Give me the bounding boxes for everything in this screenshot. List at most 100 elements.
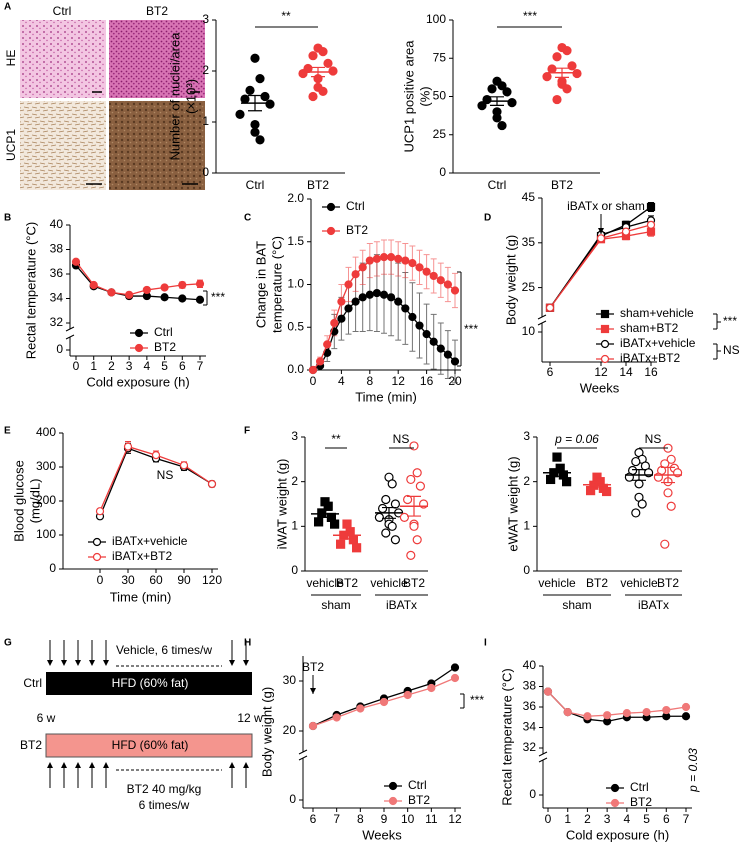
data-point (89, 280, 98, 290)
legend-label: iBATx+vehicle (112, 534, 188, 548)
data-point (107, 288, 116, 297)
data-point (497, 81, 507, 91)
x-tick-label: 0 (310, 374, 317, 388)
data-point (409, 441, 419, 451)
data-point (637, 499, 647, 509)
y-axis-title: UCP1 positive area (401, 40, 416, 153)
data-point (394, 297, 403, 306)
data-point (415, 321, 424, 330)
y-axis-title: (%) (417, 86, 432, 106)
y-tick-label: 0 (202, 165, 209, 179)
data-point (250, 127, 260, 137)
data-point (415, 481, 425, 491)
data-point (422, 329, 431, 339)
data-point (330, 318, 339, 328)
y-tick-label: 40 (50, 217, 64, 231)
data-point (450, 357, 460, 366)
x-axis-title: Cold exposure (h) (566, 827, 669, 842)
data-point (387, 479, 397, 489)
x-tick-label: 60 (149, 573, 163, 587)
data-point (552, 94, 562, 105)
annotation: ** (281, 9, 291, 23)
x-tick-label: vehicle (306, 576, 344, 590)
annotation: NS (157, 468, 174, 482)
data-point (365, 256, 374, 265)
bar-label: HFD (60% fat) (112, 738, 189, 752)
data-point (336, 539, 346, 549)
data-point (646, 227, 656, 236)
legend-marker (610, 798, 620, 808)
legend-marker (600, 339, 610, 349)
data-point (562, 45, 572, 56)
legend-marker (92, 537, 102, 547)
data-point (123, 442, 133, 451)
legend-marker (326, 226, 336, 236)
panel-letter: D (484, 213, 491, 224)
data-point (666, 501, 676, 511)
y-tick-label: 32 (50, 315, 64, 329)
y-tick-label: 300 (36, 459, 56, 473)
time-label: 6 w (37, 711, 56, 725)
data-point (429, 271, 438, 281)
bar-label: HFD (60% fat) (112, 676, 189, 690)
data-point (450, 286, 460, 295)
x-tick-label: Ctrl (246, 178, 265, 192)
axis-break (537, 314, 547, 326)
data-point (450, 663, 460, 672)
panel-letter: H (244, 638, 251, 649)
x-tick-label: Ctrl (488, 178, 507, 192)
micrograph (109, 101, 205, 190)
y-tick-label: 25 (433, 127, 447, 141)
data-point (436, 344, 445, 353)
data-point (403, 494, 413, 505)
x-tick-label: 0 (97, 573, 104, 587)
legend-marker (388, 781, 398, 791)
y-tick-label: 30 (283, 673, 297, 687)
x-tick-label: 4 (338, 374, 345, 388)
data-point (125, 290, 134, 299)
y-tick-label: 25 (522, 280, 536, 294)
column-label: Ctrl (53, 4, 72, 18)
data-point (507, 98, 517, 108)
data-point (179, 461, 189, 470)
y-tick-label: 1 (202, 114, 209, 128)
data-point (178, 294, 187, 303)
micrograph (20, 101, 106, 190)
x-tick-label: 5 (643, 812, 650, 826)
y-tick-label: 36 (50, 266, 64, 280)
x-axis-title: Time (min) (110, 589, 172, 604)
data-point (178, 280, 187, 290)
data-point (379, 253, 389, 262)
x-tick-label: 4 (624, 812, 631, 826)
y-tick-label: 0 (529, 787, 536, 801)
data-point (342, 519, 352, 529)
data-point (436, 276, 445, 285)
data-point (195, 295, 205, 304)
legend-label: BT2 (630, 795, 652, 809)
x-tick-label: 12 (594, 365, 608, 379)
x-tick-label: 90 (177, 573, 191, 587)
annotation: p = 0.03 (686, 748, 700, 793)
y-tick-label: 2 (291, 474, 298, 488)
axis-break (298, 749, 308, 761)
data-point (415, 263, 424, 272)
data-point (352, 543, 362, 553)
data-point (572, 68, 582, 79)
data-point (381, 494, 391, 505)
data-point (631, 456, 641, 467)
x-tick-label: 8 (357, 812, 364, 826)
note: Vehicle, 6 times/w (116, 643, 212, 657)
dose-arrows (49, 764, 247, 788)
data-point (379, 290, 389, 299)
data-point (316, 357, 325, 366)
legend-label: sham+vehicle (620, 306, 694, 320)
group-label: iBATx (638, 598, 669, 612)
x-tick-label: BT2 (657, 576, 679, 590)
schematic: Vehicle, 6 times/w HFD (60% fat) Ctrl 6 … (20, 640, 263, 812)
error-bar (555, 67, 569, 78)
error-bar (318, 509, 332, 518)
data-point (387, 293, 396, 302)
data-point (401, 256, 410, 265)
data-point (71, 257, 81, 266)
